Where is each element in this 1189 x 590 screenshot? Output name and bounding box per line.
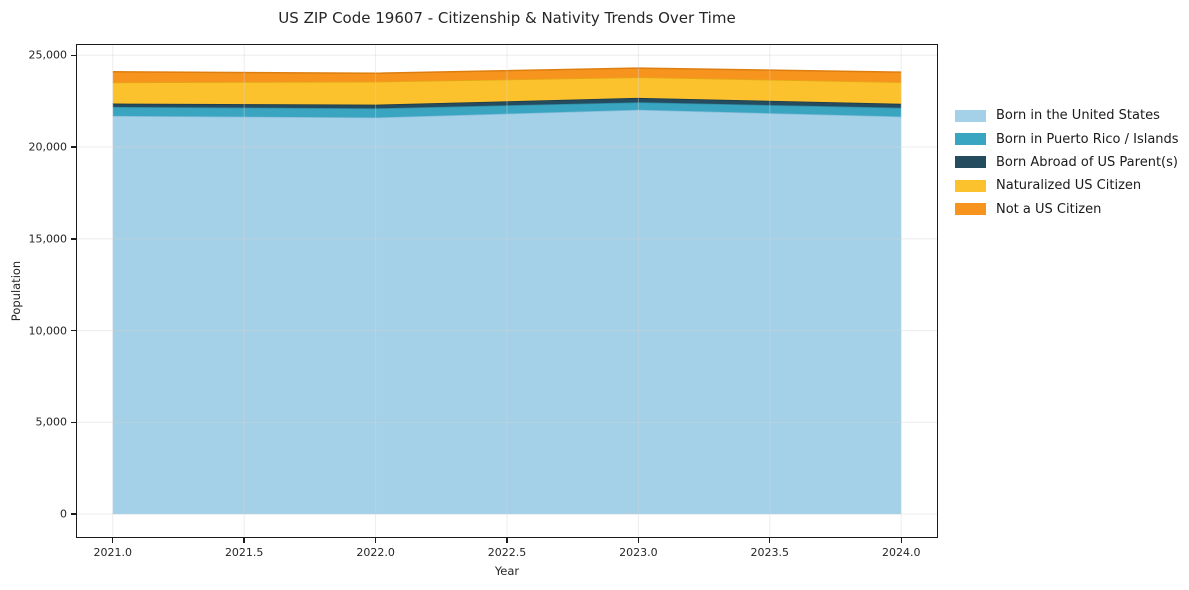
x-tick-mark <box>769 538 771 543</box>
x-tick-label: 2022.0 <box>356 546 395 559</box>
x-tick-mark <box>900 538 902 543</box>
y-tick-label: 10,000 <box>28 324 68 338</box>
y-tick-label: 20,000 <box>28 140 68 154</box>
y-tick-label: 5,000 <box>35 415 68 429</box>
x-axis-label: Year <box>494 564 520 578</box>
stacked-area-chart <box>76 44 938 538</box>
legend: Born in the United States Born in Puerto … <box>955 104 1179 221</box>
x-tick-mark <box>243 538 245 543</box>
legend-swatch <box>955 133 986 146</box>
legend-label: Born in the United States <box>996 108 1160 124</box>
legend-label: Born Abroad of US Parent(s) <box>996 154 1178 170</box>
y-tick-mark <box>71 146 76 148</box>
legend-item-1: Born in Puerto Rico / Islands <box>955 127 1179 150</box>
chart-title: US ZIP Code 19607 - Citizenship & Nativi… <box>278 9 736 27</box>
y-tick-mark <box>71 238 76 240</box>
legend-swatch <box>955 156 986 169</box>
legend-label: Naturalized US Citizen <box>996 178 1142 194</box>
x-tick-mark <box>374 538 377 543</box>
legend-item-2: Born Abroad of US Parent(s) <box>955 151 1179 174</box>
y-tick-mark <box>71 513 76 515</box>
x-tick-label: 2021.5 <box>224 546 264 559</box>
area-band-0 <box>112 109 902 515</box>
y-tick-label: 0 <box>60 507 67 521</box>
area-band-3 <box>112 77 902 105</box>
area-band-edge-4 <box>112 67 902 75</box>
y-tick-label: 25,000 <box>28 48 68 62</box>
x-tick-label: 2021.0 <box>93 546 133 559</box>
legend-item-0: Born in the United States <box>955 104 1179 127</box>
x-tick-label: 2022.5 <box>487 546 527 559</box>
area-band-4 <box>112 68 902 83</box>
y-axis-label: Population <box>9 260 23 322</box>
legend-label: Not a US Citizen <box>996 201 1102 217</box>
legend-label: Born in Puerto Rico / Islands <box>996 131 1179 147</box>
legend-item-4: Not a US Citizen <box>955 198 1179 221</box>
x-tick-label: 2023.5 <box>750 546 790 559</box>
x-tick-mark <box>637 538 640 543</box>
y-tick-mark <box>71 421 76 424</box>
x-tick-mark <box>112 538 114 543</box>
x-tick-label: 2023.0 <box>619 546 658 559</box>
legend-swatch <box>955 109 986 122</box>
plot-area <box>76 44 938 538</box>
legend-swatch <box>955 203 986 216</box>
x-tick-mark <box>506 538 508 543</box>
area-band-1 <box>112 102 902 118</box>
x-tick-label: 2024.0 <box>881 546 921 559</box>
y-tick-mark <box>71 329 76 332</box>
y-tick-mark <box>71 54 76 56</box>
legend-item-3: Naturalized US Citizen <box>955 174 1179 197</box>
y-tick-label: 15,000 <box>28 232 68 246</box>
area-band-2 <box>112 97 902 109</box>
legend-swatch <box>955 179 986 192</box>
